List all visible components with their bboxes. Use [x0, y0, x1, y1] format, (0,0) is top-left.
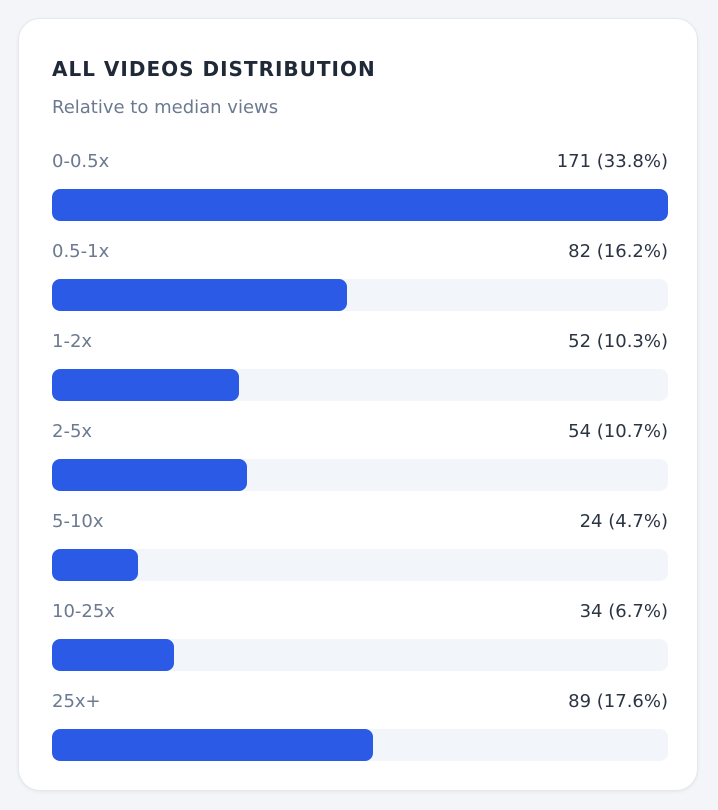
data-label: 52 (10.3%): [568, 331, 668, 352]
category-label: 1-2x: [52, 331, 93, 352]
chart-title: ALL VIDEOS DISTRIBUTION: [52, 57, 376, 81]
bar-track: [52, 369, 668, 401]
bar: [52, 639, 175, 671]
category-label: 2-5x: [52, 421, 93, 442]
bar: [52, 549, 139, 581]
data-label: 89 (17.6%): [568, 691, 668, 712]
bar-row-header: 2-5x 54 (10.7%): [52, 419, 668, 445]
bar-row: 0-0.5x 171 (33.8%): [52, 149, 668, 239]
bar-row-header: 0-0.5x 171 (33.8%): [52, 149, 668, 175]
category-label: 0-0.5x: [52, 151, 110, 172]
data-label: 54 (10.7%): [568, 421, 668, 442]
bar-track: [52, 639, 668, 671]
data-label: 171 (33.8%): [556, 151, 668, 172]
bar-track: [52, 189, 668, 221]
bar-row-header: 25x+ 89 (17.6%): [52, 689, 668, 715]
bar-row: 10-25x 34 (6.7%): [52, 599, 668, 689]
category-label: 5-10x: [52, 511, 104, 532]
bar-row: 25x+ 89 (17.6%): [52, 689, 668, 779]
bar-row: 0.5-1x 82 (16.2%): [52, 239, 668, 329]
bar: [52, 369, 240, 401]
bar-rows: 0-0.5x 171 (33.8%) 0.5-1x 82 (16.2%) 1-2x 52 …: [52, 149, 668, 779]
bar-track: [52, 459, 668, 491]
category-label: 25x+: [52, 691, 101, 712]
bar-track: [52, 279, 668, 311]
bar-track: [52, 549, 668, 581]
category-label: 10-25x: [52, 601, 115, 622]
chart-subtitle: Relative to median views: [52, 97, 279, 118]
bar: [52, 279, 348, 311]
data-label: 34 (6.7%): [579, 601, 668, 622]
bar-row-header: 0.5-1x 82 (16.2%): [52, 239, 668, 265]
bar: [52, 459, 247, 491]
bar-row: 2-5x 54 (10.7%): [52, 419, 668, 509]
bar-row-header: 1-2x 52 (10.3%): [52, 329, 668, 355]
bar-track: [52, 729, 668, 761]
data-label: 24 (4.7%): [579, 511, 668, 532]
bar-row: 1-2x 52 (10.3%): [52, 329, 668, 419]
bar: [52, 729, 373, 761]
distribution-card: ALL VIDEOS DISTRIBUTION Relative to medi…: [18, 18, 698, 791]
bar-row: 5-10x 24 (4.7%): [52, 509, 668, 599]
bar-row-header: 10-25x 34 (6.7%): [52, 599, 668, 625]
data-label: 82 (16.2%): [568, 241, 668, 262]
bar-row-header: 5-10x 24 (4.7%): [52, 509, 668, 535]
category-label: 0.5-1x: [52, 241, 110, 262]
bar: [52, 189, 668, 221]
